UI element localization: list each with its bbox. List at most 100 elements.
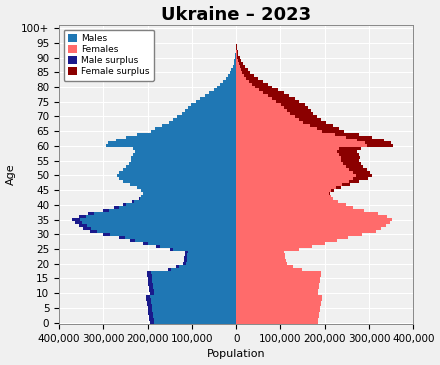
Bar [236,197,333,200]
Bar [236,250,284,253]
Bar [180,265,236,268]
Bar [153,312,236,315]
Bar [97,230,236,233]
Bar [236,280,320,283]
Bar [236,209,363,212]
Bar [147,242,236,245]
Bar [173,118,236,121]
Bar [236,307,320,310]
Bar [367,145,393,147]
Bar [230,71,236,74]
Bar [185,253,187,256]
Bar [238,56,239,59]
Bar [131,159,236,162]
Bar [237,50,238,53]
Bar [185,250,188,253]
Bar [236,136,346,139]
Bar [235,59,236,62]
Bar [135,150,236,153]
Bar [152,307,236,310]
Bar [154,289,236,292]
Bar [299,118,321,121]
Bar [147,301,151,304]
Bar [87,224,236,227]
Bar [236,180,349,183]
Bar [236,200,338,203]
Bar [240,65,245,68]
Bar [90,230,97,233]
Bar [236,286,319,289]
Bar [126,165,236,168]
Bar [236,215,387,218]
Bar [184,256,187,260]
Bar [150,318,154,321]
Bar [153,283,236,286]
Bar [114,206,119,209]
Bar [103,209,109,212]
Bar [154,321,236,324]
Bar [233,65,236,68]
Bar [129,162,236,165]
Bar [236,315,319,318]
Bar [141,195,236,197]
Bar [213,88,236,91]
Bar [220,82,236,85]
Bar [259,88,278,91]
Bar [263,91,284,94]
Bar [162,124,236,127]
Bar [236,112,290,115]
Bar [149,286,154,289]
Bar [249,80,263,82]
Bar [187,253,236,256]
Bar [236,183,342,186]
Bar [236,312,319,315]
Bar [236,91,263,94]
Bar [131,156,236,159]
Bar [236,295,322,297]
Bar [236,132,335,136]
Bar [143,192,236,195]
Bar [236,274,321,277]
Bar [236,277,320,280]
Bar [153,280,236,283]
Bar [108,142,236,145]
Bar [151,271,236,274]
Bar [238,59,241,62]
Bar [236,283,319,286]
Bar [176,265,180,268]
Bar [149,315,154,318]
Bar [236,239,337,242]
Bar [236,118,299,121]
Bar [236,186,336,189]
Bar [91,227,236,230]
Bar [236,47,237,50]
Bar [72,218,80,221]
Bar [79,224,87,227]
Bar [136,186,236,189]
X-axis label: Population: Population [207,349,265,360]
Bar [151,297,236,301]
Bar [349,180,359,183]
Bar [281,103,305,106]
Bar [236,318,319,321]
Bar [236,139,356,142]
Bar [236,195,331,197]
Bar [268,94,289,97]
Bar [157,245,160,247]
Bar [236,221,390,224]
Bar [236,174,356,177]
Bar [364,142,391,145]
Bar [310,124,333,127]
Bar [236,321,318,324]
Bar [130,239,135,242]
Bar [236,127,317,130]
Bar [79,215,86,218]
Bar [236,262,286,265]
Bar [322,130,344,132]
Bar [182,112,236,115]
Bar [236,218,392,221]
Bar [236,212,378,215]
Bar [168,268,171,271]
Bar [317,127,339,130]
Bar [148,280,153,283]
